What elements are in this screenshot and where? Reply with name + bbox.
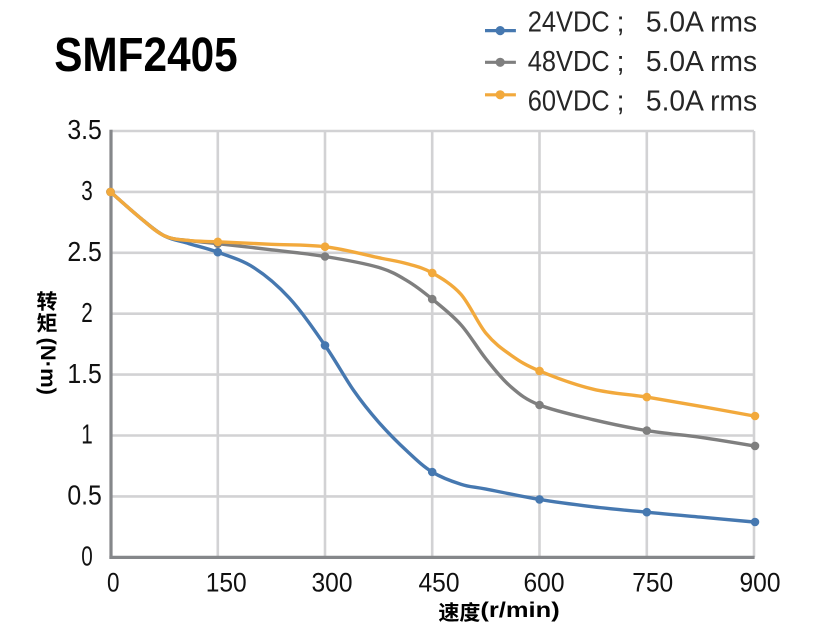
- svg-text:0: 0: [107, 567, 120, 597]
- svg-text:3.5: 3.5: [67, 114, 102, 145]
- svg-text:(N·m): (N·m): [36, 338, 59, 396]
- svg-text:0.5: 0.5: [67, 480, 102, 511]
- svg-text:450: 450: [419, 567, 460, 597]
- svg-text:24VDC: 24VDC: [528, 6, 610, 38]
- svg-text:60VDC: 60VDC: [528, 86, 610, 118]
- svg-text:2: 2: [81, 297, 93, 328]
- svg-text:1.5: 1.5: [67, 358, 102, 389]
- svg-text:2.5: 2.5: [67, 236, 102, 267]
- svg-text:SMF2405: SMF2405: [54, 29, 238, 82]
- svg-text:5.0A rms: 5.0A rms: [646, 6, 757, 38]
- svg-text:3: 3: [81, 175, 93, 206]
- svg-text:150: 150: [206, 567, 247, 597]
- svg-text:0: 0: [81, 541, 93, 572]
- svg-text:(r/min): (r/min): [480, 599, 559, 622]
- svg-text:5.0A rms: 5.0A rms: [646, 46, 757, 78]
- svg-text:300: 300: [312, 567, 353, 597]
- svg-text:;: ;: [617, 46, 625, 78]
- svg-text:1: 1: [81, 419, 93, 450]
- svg-text:5.0A rms: 5.0A rms: [646, 86, 757, 118]
- svg-text:600: 600: [524, 567, 565, 597]
- svg-text:750: 750: [632, 567, 673, 597]
- svg-text:900: 900: [740, 567, 781, 597]
- svg-text:;: ;: [617, 6, 625, 38]
- svg-text:48VDC: 48VDC: [528, 46, 610, 78]
- svg-text:;: ;: [617, 86, 625, 118]
